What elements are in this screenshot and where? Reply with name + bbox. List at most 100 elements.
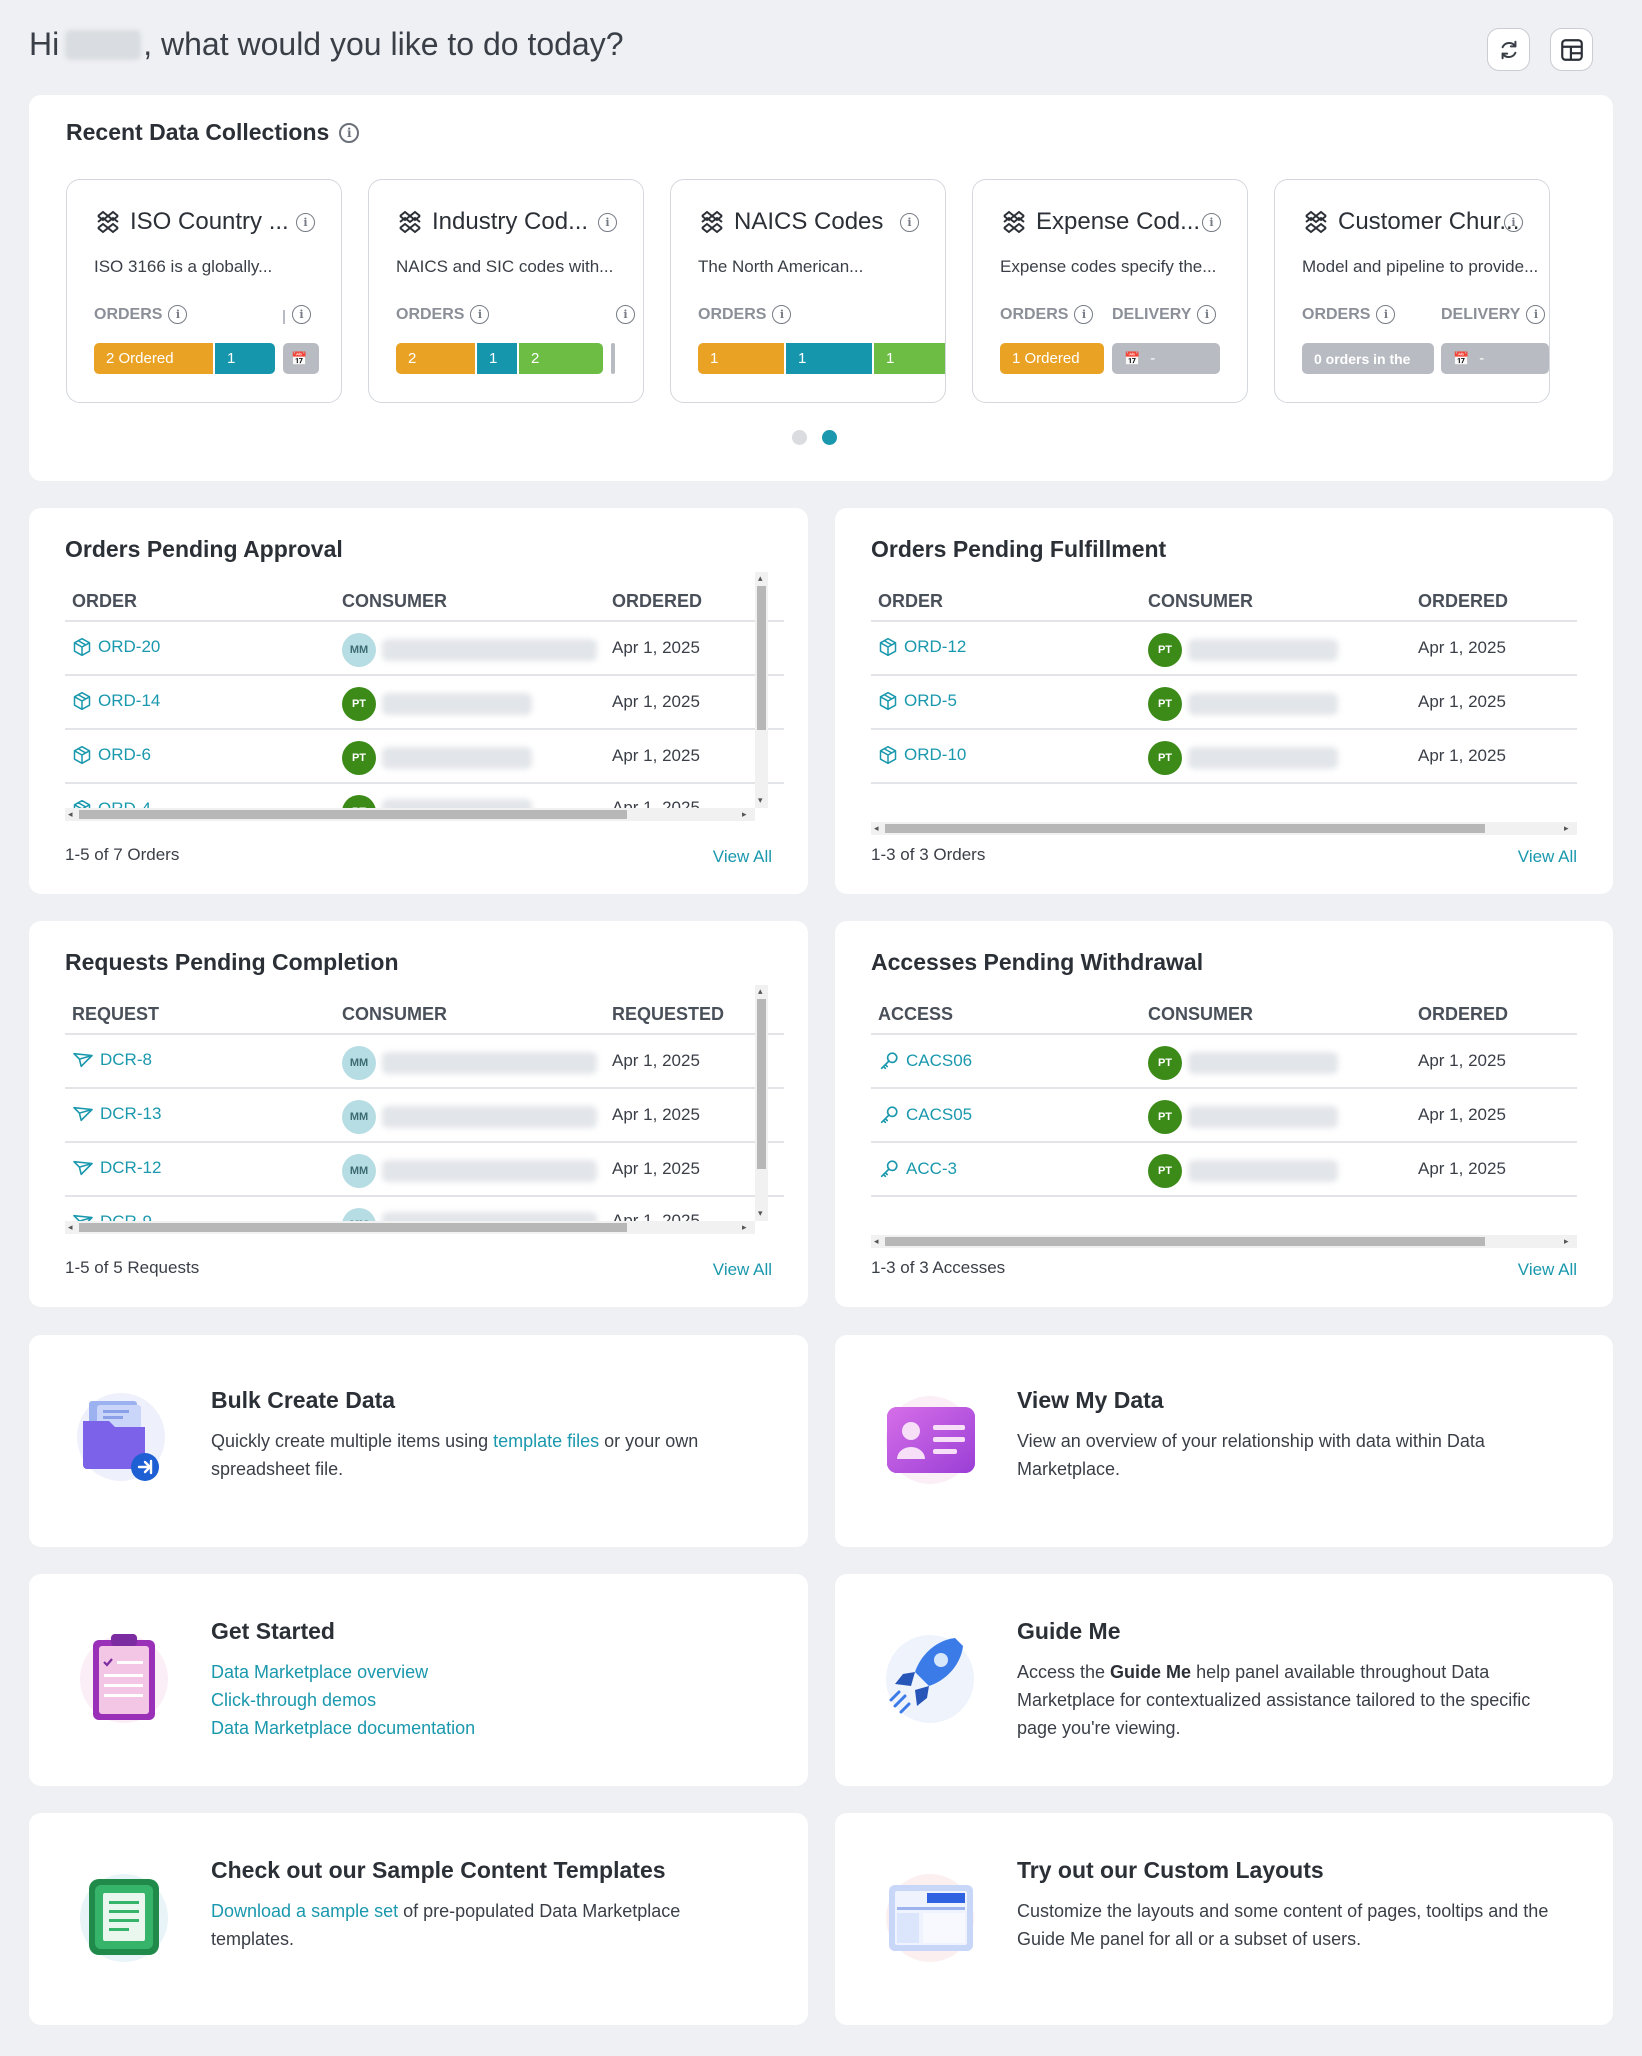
scrollbar-thumb[interactable] [885,824,1485,833]
vertical-scrollbar[interactable]: ▴ ▾ [755,572,768,808]
orders-bar-segment[interactable]: 1 [477,343,517,374]
scrollbar-thumb[interactable] [79,810,627,819]
demos-link[interactable]: Click-through demos [211,1690,377,1710]
scrollbar-thumb[interactable] [79,1223,627,1232]
column-header[interactable]: REQUESTED [612,1004,725,1024]
horizontal-scrollbar[interactable]: ◂ ▸ [65,1221,755,1234]
info-icon[interactable]: i [1526,305,1546,324]
request-link[interactable]: DCR-8 [72,1050,152,1070]
view-all-link[interactable]: View All [712,847,772,866]
download-sample-link[interactable]: Download a sample set [211,1901,399,1921]
collection-card[interactable]: ISO Country ... i ISO 3166 is a globally… [66,179,342,403]
info-icon[interactable]: i [1197,305,1217,324]
overview-link[interactable]: Data Marketplace overview [211,1662,429,1682]
info-icon[interactable]: i [296,213,315,232]
scroll-down-arrow[interactable]: ▾ [758,1208,763,1218]
delivery-bar[interactable] [611,343,615,374]
orders-bar-ordered[interactable]: 2 Ordered [94,343,213,374]
scroll-up-arrow[interactable]: ▴ [758,986,763,996]
info-icon[interactable]: i [616,305,635,324]
scroll-right-arrow[interactable]: ▸ [1564,1236,1569,1246]
orders-bar-empty[interactable]: 0 orders in the [1302,343,1434,374]
carousel-dot[interactable] [792,430,807,445]
column-header[interactable]: CONSUMER [342,591,448,611]
column-header[interactable]: ORDERED [1418,1004,1509,1024]
order-link[interactable]: ORD-14 [72,691,160,711]
orders-bar-segment[interactable]: 1 [874,343,945,374]
guide-me-card[interactable]: Guide Me Access the Guide Me help panel … [835,1574,1613,1786]
vertical-scrollbar[interactable]: ▴ ▾ [755,985,768,1221]
orders-bar-segment[interactable]: 2 [396,343,475,374]
collection-card[interactable]: Industry Cod... i NAICS and SIC codes wi… [368,179,644,403]
scroll-down-arrow[interactable]: ▾ [758,795,763,805]
request-link[interactable]: DCR-13 [72,1104,161,1124]
column-header[interactable]: CONSUMER [342,1004,448,1024]
column-header[interactable]: ORDERED [612,591,703,611]
collection-card[interactable]: Customer Chur... i Model and pipeline to… [1274,179,1550,403]
column-header[interactable]: CONSUMER [1148,1004,1254,1024]
delivery-bar[interactable]: 📅 - [1112,343,1220,374]
column-header[interactable]: ORDERED [1418,591,1509,611]
documentation-link[interactable]: Data Marketplace documentation [211,1718,476,1738]
order-link[interactable]: ORD-20 [72,637,160,657]
refresh-button[interactable] [1487,28,1530,71]
request-link[interactable]: DCR-12 [72,1158,161,1178]
delivery-bar[interactable]: 📅 - [1441,343,1549,374]
scroll-right-arrow[interactable]: ▸ [742,809,747,819]
access-link[interactable]: CACS06 [878,1050,972,1072]
orders-bar-segment[interactable]: 1 [215,343,275,374]
order-link[interactable]: ORD-10 [878,745,966,765]
info-icon[interactable]: i [470,305,490,324]
horizontal-scrollbar[interactable]: ◂ ▸ [65,808,755,821]
scrollbar-thumb[interactable] [757,586,766,730]
info-icon[interactable]: i [292,305,311,324]
orders-bar-ordered[interactable]: 1 Ordered [1000,343,1104,374]
view-all-link[interactable]: View All [712,1260,772,1279]
column-header[interactable]: ACCESS [878,1004,954,1024]
layout-button[interactable] [1550,28,1593,71]
custom-layouts-card[interactable]: Try out our Custom Layouts Customize the… [835,1813,1613,2025]
info-icon[interactable]: i [168,305,188,324]
orders-bar-segment[interactable]: 2 [519,343,603,374]
collection-card[interactable]: NAICS Codes i The North American... ORDE… [670,179,946,403]
collection-card[interactable]: Expense Cod... i Expense codes specify t… [972,179,1248,403]
order-link[interactable]: ORD-4 [72,799,151,808]
horizontal-scrollbar[interactable]: ◂ ▸ [871,1235,1577,1248]
orders-bar-segment[interactable]: 1 [786,343,872,374]
delivery-bar[interactable]: 📅 [283,343,319,374]
info-icon[interactable]: i [1074,305,1094,324]
view-all-link[interactable]: View All [1517,847,1577,866]
scroll-left-arrow[interactable]: ◂ [68,1222,73,1232]
template-files-link[interactable]: template files [493,1431,600,1451]
info-icon[interactable]: i [339,122,360,143]
scroll-left-arrow[interactable]: ◂ [874,823,879,833]
scroll-right-arrow[interactable]: ▸ [742,1222,747,1232]
scroll-up-arrow[interactable]: ▴ [758,573,763,583]
order-link[interactable]: ORD-6 [72,745,151,765]
info-icon[interactable]: i [772,305,792,324]
info-icon[interactable]: i [900,213,919,232]
bulk-create-card[interactable]: Bulk Create Data Quickly create multiple… [29,1335,808,1547]
access-link[interactable]: CACS05 [878,1104,972,1126]
orders-bar-segment[interactable]: 1 [698,343,784,374]
carousel-dot-active[interactable] [822,430,837,445]
order-link[interactable]: ORD-5 [878,691,957,711]
scrollbar-thumb[interactable] [757,999,766,1169]
request-link[interactable]: DCR-9 [72,1212,152,1221]
scroll-left-arrow[interactable]: ◂ [874,1236,879,1246]
column-header[interactable]: ORDER [878,591,944,611]
scroll-left-arrow[interactable]: ◂ [68,809,73,819]
view-my-data-card[interactable]: View My Data View an overview of your re… [835,1335,1613,1547]
info-icon[interactable]: i [1376,305,1396,324]
order-link[interactable]: ORD-12 [878,637,966,657]
scroll-right-arrow[interactable]: ▸ [1564,823,1569,833]
info-icon[interactable]: i [1202,213,1221,232]
scrollbar-thumb[interactable] [885,1237,1485,1246]
column-header[interactable]: CONSUMER [1148,591,1254,611]
column-header[interactable]: REQUEST [72,1004,160,1024]
info-icon[interactable]: i [1504,213,1523,232]
column-header[interactable]: ORDER [72,591,138,611]
horizontal-scrollbar[interactable]: ◂ ▸ [871,822,1577,835]
view-all-link[interactable]: View All [1517,1260,1577,1279]
info-icon[interactable]: i [598,213,617,232]
